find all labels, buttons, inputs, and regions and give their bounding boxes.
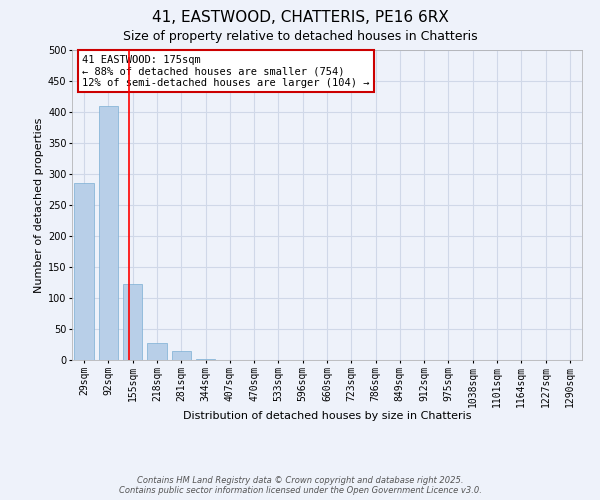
Bar [74,184,94,360]
Bar [147,342,167,360]
Y-axis label: Number of detached properties: Number of detached properties [34,118,44,292]
Bar [172,350,191,360]
Text: 41, EASTWOOD, CHATTERIS, PE16 6RX: 41, EASTWOOD, CHATTERIS, PE16 6RX [152,10,448,25]
X-axis label: Distribution of detached houses by size in Chatteris: Distribution of detached houses by size … [183,411,471,421]
Text: Contains HM Land Registry data © Crown copyright and database right 2025.
Contai: Contains HM Land Registry data © Crown c… [119,476,481,495]
Bar [196,359,215,360]
Bar [99,106,118,360]
Text: 41 EASTWOOD: 175sqm
← 88% of detached houses are smaller (754)
12% of semi-detac: 41 EASTWOOD: 175sqm ← 88% of detached ho… [82,54,370,88]
Text: Size of property relative to detached houses in Chatteris: Size of property relative to detached ho… [122,30,478,43]
Bar [123,284,142,360]
